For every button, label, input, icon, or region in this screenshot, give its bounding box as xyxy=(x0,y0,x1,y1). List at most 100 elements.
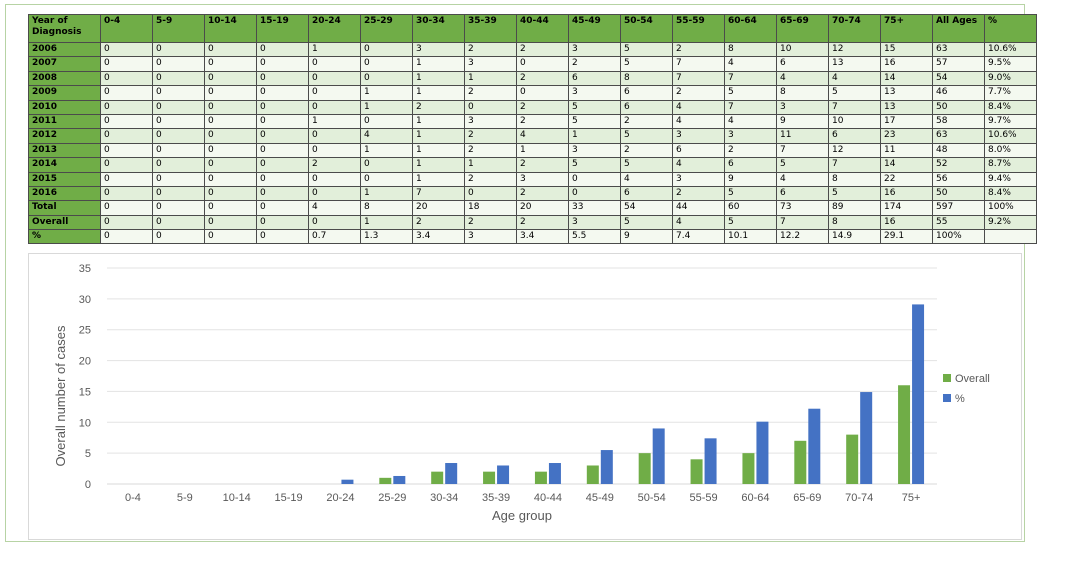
x-tick-label: 70-74 xyxy=(845,492,873,504)
table-row-header: 2006 xyxy=(28,41,101,58)
x-tick-label: 20-24 xyxy=(326,492,354,504)
table-cell: 0 xyxy=(100,200,153,216)
table-cell: 7 xyxy=(672,56,725,72)
table-cell: 8 xyxy=(828,171,881,187)
table-cell: 0 xyxy=(100,229,153,245)
table-cell: 0 xyxy=(152,229,205,245)
bar-overall xyxy=(690,459,703,484)
table-cell: 0 xyxy=(152,128,205,144)
table-cell: 1.3 xyxy=(360,229,413,245)
table-header-cell: 60-64 xyxy=(724,14,777,43)
table-cell: 0 xyxy=(152,214,205,231)
table-cell: 6 xyxy=(568,70,621,87)
table-cell: 1 xyxy=(412,171,465,187)
table-cell: 0 xyxy=(100,157,153,173)
table-cell: 0 xyxy=(204,99,257,115)
table-cell: 9.2% xyxy=(984,214,1037,231)
table-cell: 6 xyxy=(672,142,725,159)
table-cell: 2 xyxy=(516,70,569,87)
table-cell: 54 xyxy=(620,200,673,216)
data-table-container: Year of Diagnosis 0-4 5-9 10-14 15-19 20-24 25… xyxy=(28,14,1037,245)
table-cell: 7 xyxy=(828,99,881,115)
table-cell: 1 xyxy=(412,157,465,173)
table-cell: 0 xyxy=(308,142,361,159)
table-row-header: 2007 xyxy=(28,56,101,72)
bar-overall xyxy=(898,385,911,484)
table-cell: 1 xyxy=(360,214,413,231)
table-cell: 1 xyxy=(464,70,517,87)
table-cell: 4 xyxy=(672,113,725,130)
bar-overall xyxy=(846,434,859,484)
table-cell: 0 xyxy=(204,113,257,130)
table-cell: 2 xyxy=(412,99,465,115)
table-row: 2014 0 0 0 0 2 0 1 1 2 5 5 4 6 5 7 14 52 8.7% xyxy=(28,157,1037,173)
bar-overall xyxy=(742,453,755,484)
table-cell: 0 xyxy=(256,229,309,245)
table-row-header: Total xyxy=(28,200,101,216)
bar-overall xyxy=(431,471,444,484)
table-cell: 9.7% xyxy=(984,113,1037,130)
table-cell: 0 xyxy=(204,200,257,216)
table-cell: 0 xyxy=(464,99,517,115)
table-cell: 3 xyxy=(464,56,517,72)
table-row: 2007 0 0 0 0 0 0 1 3 0 2 5 7 4 6 13 16 57 9.5% xyxy=(28,56,1037,72)
table-cell: 1 xyxy=(464,157,517,173)
table-row-header: 2014 xyxy=(28,157,101,173)
bar-percent xyxy=(756,421,769,484)
x-axis-title: Age group xyxy=(492,508,552,523)
table-cell: 1 xyxy=(412,56,465,72)
table-cell: 48 xyxy=(932,142,985,159)
table-cell: 5 xyxy=(568,113,621,130)
bar-overall xyxy=(534,471,547,484)
table-cell: 2 xyxy=(516,41,569,58)
table-cell: 9 xyxy=(776,113,829,130)
table-header-cell: All Ages xyxy=(932,14,985,43)
table-cell: 54 xyxy=(932,70,985,87)
table-cell: 0 xyxy=(568,185,621,202)
table-header-cell: 45-49 xyxy=(568,14,621,43)
table-cell: 3 xyxy=(672,171,725,187)
table-cell: 0 xyxy=(204,171,257,187)
table-row-header: % xyxy=(28,229,101,245)
table-cell: 0 xyxy=(256,70,309,87)
table-cell: 0 xyxy=(256,157,309,173)
table-cell xyxy=(984,229,1037,245)
table-cell: 7.7% xyxy=(984,85,1037,101)
bar-chart-panel: 0 5 10 15 20 25 30 35 0-4 5-9 10-14 15-19 20-24 25-29… xyxy=(28,253,1022,540)
table-cell: 16 xyxy=(880,214,933,231)
table-cell: 2 xyxy=(516,99,569,115)
table-cell: 10 xyxy=(828,113,881,130)
table-header-cell: 70-74 xyxy=(828,14,881,43)
table-cell: 10.6% xyxy=(984,41,1037,58)
table-cell: 10 xyxy=(776,41,829,58)
table-row-header: 2012 xyxy=(28,128,101,144)
table-cell: 0 xyxy=(204,41,257,58)
table-cell: 4 xyxy=(672,214,725,231)
table-cell: 5 xyxy=(724,185,777,202)
table-row-header: 2016 xyxy=(28,185,101,202)
bar-percent xyxy=(704,438,717,484)
table-cell: 0 xyxy=(152,157,205,173)
table-cell: 9.5% xyxy=(984,56,1037,72)
table-cell: 3 xyxy=(464,229,517,245)
table-cell: 1 xyxy=(516,142,569,159)
table-cell: 17 xyxy=(880,113,933,130)
table-cell: 0 xyxy=(256,41,309,58)
table-cell: 16 xyxy=(880,56,933,72)
table-cell: 73 xyxy=(776,200,829,216)
table-row: 2013 0 0 0 0 0 1 1 2 1 3 2 6 2 7 12 11 48 8.0% xyxy=(28,142,1037,159)
table-row: 2015 0 0 0 0 0 0 1 2 3 0 4 3 9 4 8 22 56 9.4% xyxy=(28,171,1037,187)
table-header-cell: 15-19 xyxy=(256,14,309,43)
table-cell: 3 xyxy=(672,128,725,144)
table-cell: 1 xyxy=(412,70,465,87)
table-cell: 0 xyxy=(152,185,205,202)
table-cell: 5 xyxy=(620,157,673,173)
table-cell: 0 xyxy=(516,85,569,101)
table-cell: 5 xyxy=(724,214,777,231)
table-cell: 8 xyxy=(360,200,413,216)
table-cell: 16 xyxy=(880,185,933,202)
table-cell: 3 xyxy=(464,113,517,130)
table-cell: 0 xyxy=(360,41,413,58)
table-cell: 2 xyxy=(516,113,569,130)
table-cell: 18 xyxy=(464,200,517,216)
